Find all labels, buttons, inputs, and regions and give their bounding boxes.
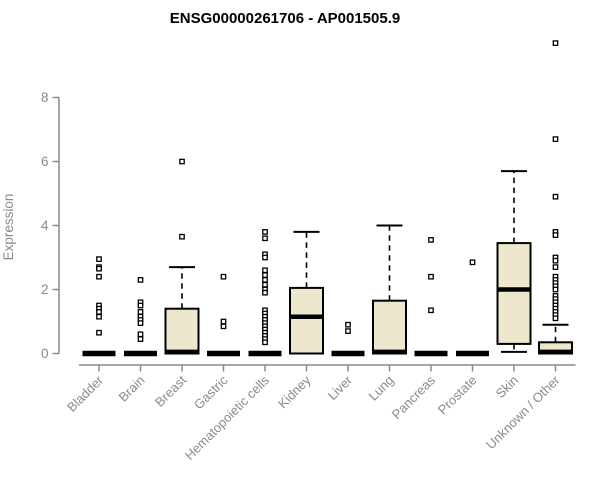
x-category-label: Prostate <box>435 373 480 418</box>
outlier-point <box>137 331 144 338</box>
box-kidney <box>289 286 324 355</box>
box-lung <box>372 299 407 355</box>
outlier-point <box>262 235 268 242</box>
collapsed-box-brain <box>124 350 157 357</box>
outlier-point <box>179 233 185 240</box>
collapsed-box-pancreas <box>414 350 448 357</box>
y-axis-label: Expression <box>1 194 16 261</box>
outlier-point <box>552 232 559 238</box>
outlier-point <box>552 40 559 46</box>
x-category-label: Skin <box>493 373 521 401</box>
outlier-point <box>137 320 144 326</box>
outlier-point <box>469 259 476 266</box>
outlier-point <box>428 307 434 314</box>
collapsed-box-hematopoietic-cells <box>248 350 282 357</box>
outlier-point <box>262 272 268 278</box>
outlier-point <box>552 136 559 142</box>
box-skin <box>496 242 532 345</box>
collapsed-box-liver <box>331 350 365 357</box>
outlier-point <box>262 277 268 283</box>
y-tick-label: 6 <box>41 154 49 169</box>
y-tick-label: 0 <box>41 346 49 361</box>
outlier-point <box>428 273 434 280</box>
outlier-point <box>96 329 102 336</box>
collapsed-box-gastric <box>207 350 240 357</box>
outlier-point <box>96 309 102 315</box>
collapsed-box-prostate <box>456 350 489 357</box>
outlier-point <box>262 229 268 235</box>
x-category-label: Gastric <box>191 372 231 412</box>
x-category-label: Bladder <box>64 372 107 415</box>
outlier-point <box>262 267 268 274</box>
outlier-point <box>262 339 268 346</box>
outlier-point <box>262 289 268 296</box>
outlier-point <box>96 256 102 262</box>
outlier-point <box>345 321 351 328</box>
x-category-label: Lung <box>366 373 397 404</box>
collapsed-box-bladder <box>82 350 116 357</box>
outlier-point <box>137 309 144 315</box>
outlier-point <box>552 193 559 200</box>
outlier-point <box>428 237 434 243</box>
x-category-label: Kidney <box>275 372 314 411</box>
outlier-point <box>552 257 559 264</box>
outlier-point <box>345 328 351 334</box>
x-category-label: Brain <box>116 373 148 405</box>
x-category-label: Breast <box>152 372 189 409</box>
outlier-point <box>552 315 559 322</box>
y-tick-label: 2 <box>41 282 49 297</box>
box-breast <box>164 307 200 355</box>
outlier-point <box>220 318 227 325</box>
outlier-point <box>137 336 144 342</box>
outlier-point <box>137 302 144 309</box>
y-tick-label: 8 <box>41 90 49 105</box>
x-category-label: Unknown / Other <box>483 372 563 452</box>
y-tick-label: 4 <box>41 218 49 233</box>
outlier-point <box>220 273 227 280</box>
outlier-point <box>262 281 268 288</box>
outlier-point <box>96 313 102 320</box>
outlier-point <box>552 286 559 293</box>
outlier-point <box>137 277 144 283</box>
chart-title: ENSG00000261706 - AP001505.9 <box>170 10 400 27</box>
outlier-point <box>262 254 268 261</box>
outlier-point <box>220 323 227 330</box>
outlier-point <box>96 273 102 280</box>
outlier-point <box>552 264 559 270</box>
outlier-point <box>179 158 185 165</box>
x-category-label: Liver <box>325 372 356 403</box>
x-category-label: Pancreas <box>389 372 439 422</box>
outlier-point <box>96 265 102 272</box>
